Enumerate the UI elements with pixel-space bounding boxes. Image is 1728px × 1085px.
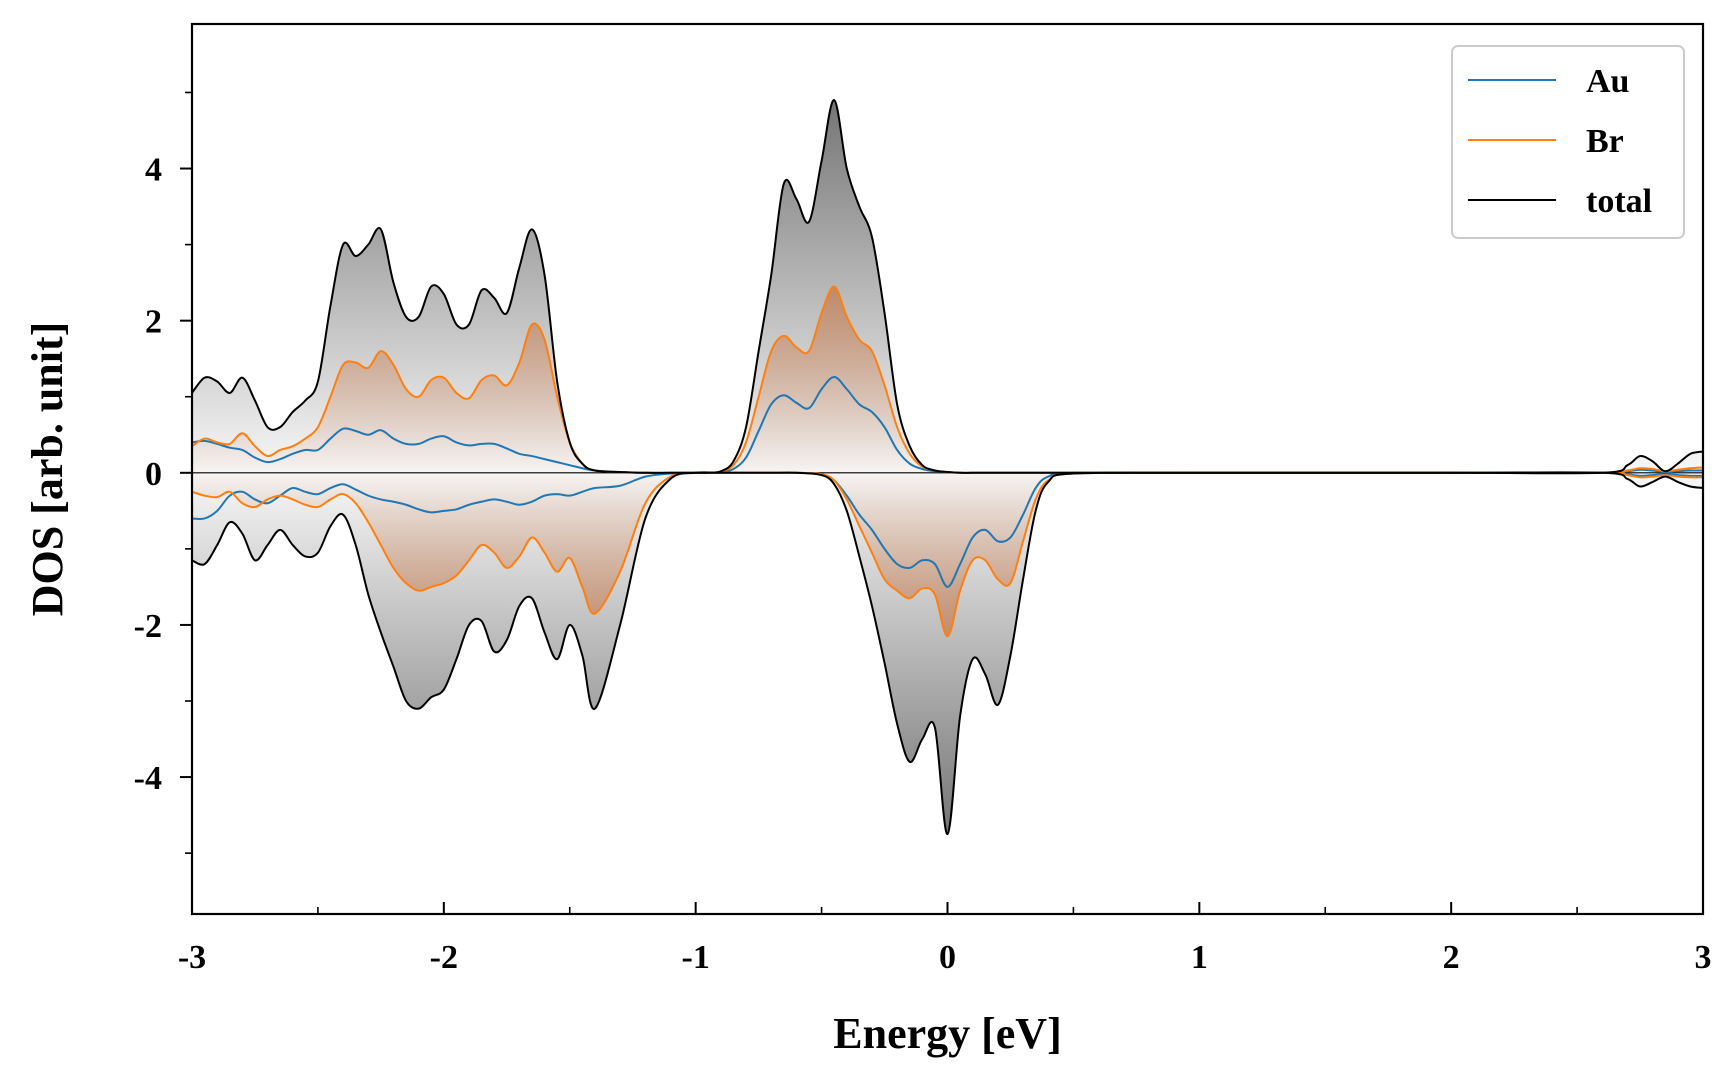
y-tick-label: -2 [134, 608, 162, 645]
y-tick-label: 0 [145, 456, 162, 493]
legend-label-br: Br [1586, 123, 1624, 160]
fill-br-down [192, 472, 1703, 637]
y-axis: -4 -2 0 2 4 [134, 91, 192, 854]
series-lines [192, 99, 1703, 836]
legend-box [1451, 45, 1685, 239]
x-axis-label: Energy [eV] [833, 1009, 1062, 1058]
x-tick-label: 1 [1191, 939, 1208, 976]
x-tick-label: -2 [430, 939, 458, 976]
series-line-total-down [192, 471, 1703, 836]
fill-br-up [192, 286, 1703, 473]
x-tick-label: -3 [178, 939, 206, 976]
legend-label-au: Au [1586, 63, 1629, 100]
y-tick-label: 4 [145, 152, 162, 189]
y-axis-label: DOS [arb. unit] [23, 322, 72, 617]
legend-label-total: total [1586, 183, 1652, 220]
y-tick-label: 2 [145, 304, 162, 341]
x-tick-label: 0 [939, 939, 956, 976]
x-tick-label: 2 [1443, 939, 1460, 976]
legend: Au Br total [1451, 45, 1685, 239]
y-tick-label: -4 [134, 760, 162, 797]
fill-total-down [192, 472, 1703, 835]
area-fills [192, 100, 1703, 835]
x-tick-label: 3 [1695, 939, 1712, 976]
x-axis: -3 -2 -1 0 1 2 3 [178, 902, 1712, 976]
x-tick-label: -1 [682, 939, 710, 976]
